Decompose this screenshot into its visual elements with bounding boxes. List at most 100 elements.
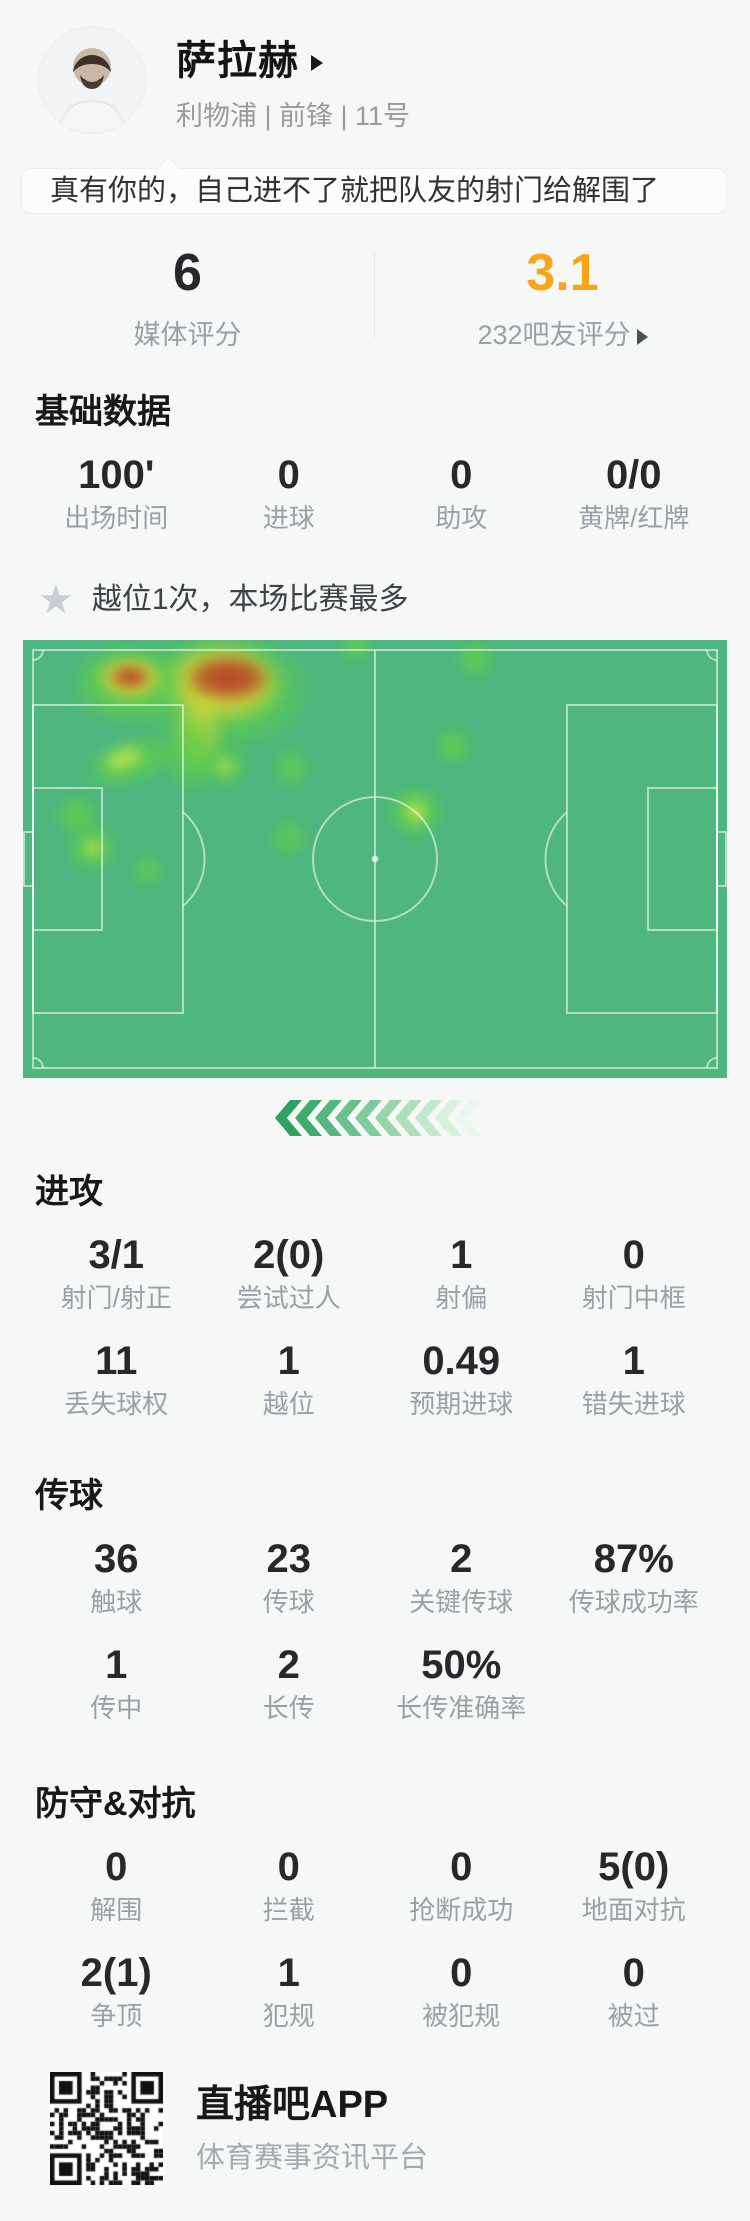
stat-label: 出场时间 [64, 503, 169, 533]
chevron-right-icon [636, 329, 648, 345]
heatmap [23, 640, 727, 1078]
stat-value: 0 [277, 1845, 300, 1889]
stat-value: 0/0 [605, 453, 662, 497]
comment-text: 真有你的，自己进不了就把队友的射门给解围了 [50, 175, 660, 207]
stat-cell: 87% 传球成功率 [548, 1536, 721, 1616]
stat-cell: 100' 出场时间 [30, 452, 203, 532]
fan-score: 3.1 [526, 244, 599, 302]
stat-label: 解围 [90, 1895, 143, 1925]
stat-value: 2 [277, 1643, 300, 1687]
chevron-right-icon [311, 55, 323, 71]
stat-label: 传球成功率 [568, 1587, 699, 1617]
footer-app-name: 直播吧APP [196, 2084, 389, 2126]
stat-label: 被犯规 [422, 2001, 501, 2031]
player-name-row[interactable]: 萨拉赫 [176, 38, 410, 84]
header-text: 萨拉赫 利物浦 | 前锋 | 11号 [176, 26, 410, 138]
stat-cell: 2(0) 尝试过人 [203, 1232, 376, 1312]
stat-value: 0 [450, 453, 473, 497]
stat-label: 被过 [607, 2001, 660, 2031]
stat-value: 50% [421, 1643, 502, 1687]
stat-label: 抢断成功 [409, 1895, 514, 1925]
stat-value: 0 [105, 1845, 128, 1889]
stat-cell: 0 被犯规 [375, 1950, 548, 2030]
fan-score-label: 232吧友评分 [477, 320, 631, 350]
stat-cell: 0 被过 [548, 1950, 721, 2030]
momentum-chevrons [0, 1100, 750, 1136]
stat-value: 1 [450, 1233, 473, 1277]
stat-row: 0 解围 0 拦截 0 抢断成功 5(0) 地面对抗 [0, 1844, 750, 1924]
footer-tagline: 体育赛事资讯平台 [196, 2142, 429, 2174]
stat-cell: 5(0) 地面对抗 [548, 1844, 721, 1924]
section-title: 防守&对抗 [35, 1785, 196, 1823]
qr-code [50, 2072, 163, 2185]
stat-cell: 1 传中 [30, 1642, 203, 1722]
stat-value: 3/1 [88, 1233, 145, 1277]
avatar[interactable] [38, 26, 146, 134]
stat-value: 1 [277, 1951, 300, 1995]
stat-label: 黄牌/红牌 [578, 503, 690, 533]
stat-label: 射门中框 [581, 1283, 686, 1313]
stat-label: 触球 [90, 1587, 143, 1617]
stat-cell: 0 射门中框 [548, 1232, 721, 1312]
stat-row: 36 触球 23 传球 2 关键传球 87% 传球成功率 [0, 1536, 750, 1616]
stat-cell: 1 犯规 [203, 1950, 376, 2030]
stat-cell: 1 越位 [203, 1338, 376, 1418]
player-team-position: 利物浦 | 前锋 | 11号 [176, 101, 411, 131]
heat-blob [263, 812, 315, 864]
stat-value: 1 [277, 1339, 300, 1383]
heat-blob [101, 660, 159, 694]
highlight-note: ★ 越位1次，本场比赛最多 [38, 578, 409, 622]
stat-cell: 0/0 黄牌/红牌 [548, 452, 721, 532]
section-defense: 防守&对抗 0 解围 0 拦截 0 抢断成功 5(0) 地面对抗 2(1) 争顶 1 犯规 0 被犯规 0 被过 [0, 1780, 750, 2030]
section-title: 传球 [35, 1477, 103, 1515]
stat-label: 长传 [262, 1693, 315, 1723]
heat-blob [213, 754, 237, 778]
stat-cell: 2 长传 [203, 1642, 376, 1722]
stat-value: 2(0) [253, 1233, 325, 1277]
fan-score-link[interactable]: 232吧友评分 [375, 320, 750, 350]
fan-rating: 3.1 232吧友评分 [375, 244, 750, 350]
stat-cell: 0.49 预期进球 [375, 1338, 548, 1418]
stat-label: 进球 [262, 503, 315, 533]
stat-value: 0 [277, 453, 300, 497]
stat-cell: 2(1) 争顶 [30, 1950, 203, 2030]
stat-value: 11 [95, 1339, 138, 1383]
heat-blob [448, 640, 502, 686]
comment-bubble: 真有你的，自己进不了就把队友的射门给解围了 [21, 156, 727, 214]
heat-blob [264, 741, 318, 795]
highlight-note-text: 越位1次，本场比赛最多 [91, 583, 409, 616]
stat-value: 87% [593, 1537, 674, 1581]
stat-label: 错失进球 [581, 1389, 686, 1419]
section-passing: 传球 36 触球 23 传球 2 关键传球 87% 传球成功率 1 传中 2 长传 50% 长传准确率 [0, 1472, 750, 1722]
stat-row: 3/1 射门/射正 2(0) 尝试过人 1 射偏 0 射门中框 [0, 1232, 750, 1312]
stat-label: 越位 [262, 1389, 315, 1419]
stat-cell: 11 丢失球权 [30, 1338, 203, 1418]
stat-label: 助攻 [435, 503, 488, 533]
section-attack: 进攻 3/1 射门/射正 2(0) 尝试过人 1 射偏 0 射门中框 11 丢失球权 1 越位 0.49 预… [0, 1168, 750, 1418]
stat-value: 100' [78, 453, 155, 497]
stat-cell: 23 传球 [203, 1536, 376, 1616]
stat-cell: 0 进球 [203, 452, 376, 532]
stat-label: 地面对抗 [581, 1895, 686, 1925]
stat-value: 2 [450, 1537, 473, 1581]
stat-label: 关键传球 [409, 1587, 514, 1617]
stat-value: 5(0) [598, 1845, 670, 1889]
stat-label: 传球 [262, 1587, 315, 1617]
stat-cell: 3/1 射门/射正 [30, 1232, 203, 1312]
media-score: 6 [173, 244, 202, 302]
ratings-divider [374, 252, 375, 338]
section-title: 进攻 [35, 1173, 103, 1211]
stat-cell: 2 关键传球 [375, 1536, 548, 1616]
avatar-placeholder-icon [39, 27, 145, 133]
heat-blob [125, 848, 171, 894]
stat-row: 1 传中 2 长传 50% 长传准确率 [0, 1642, 750, 1722]
stat-value: 0 [450, 1845, 473, 1889]
stat-value: 23 [266, 1537, 312, 1581]
stat-cell: 0 助攻 [375, 452, 548, 532]
star-icon: ★ [38, 578, 74, 622]
stat-label: 传中 [90, 1693, 143, 1723]
stat-cell: 0 解围 [30, 1844, 203, 1924]
stat-value: 0 [622, 1233, 645, 1277]
stat-value: 1 [105, 1643, 128, 1687]
